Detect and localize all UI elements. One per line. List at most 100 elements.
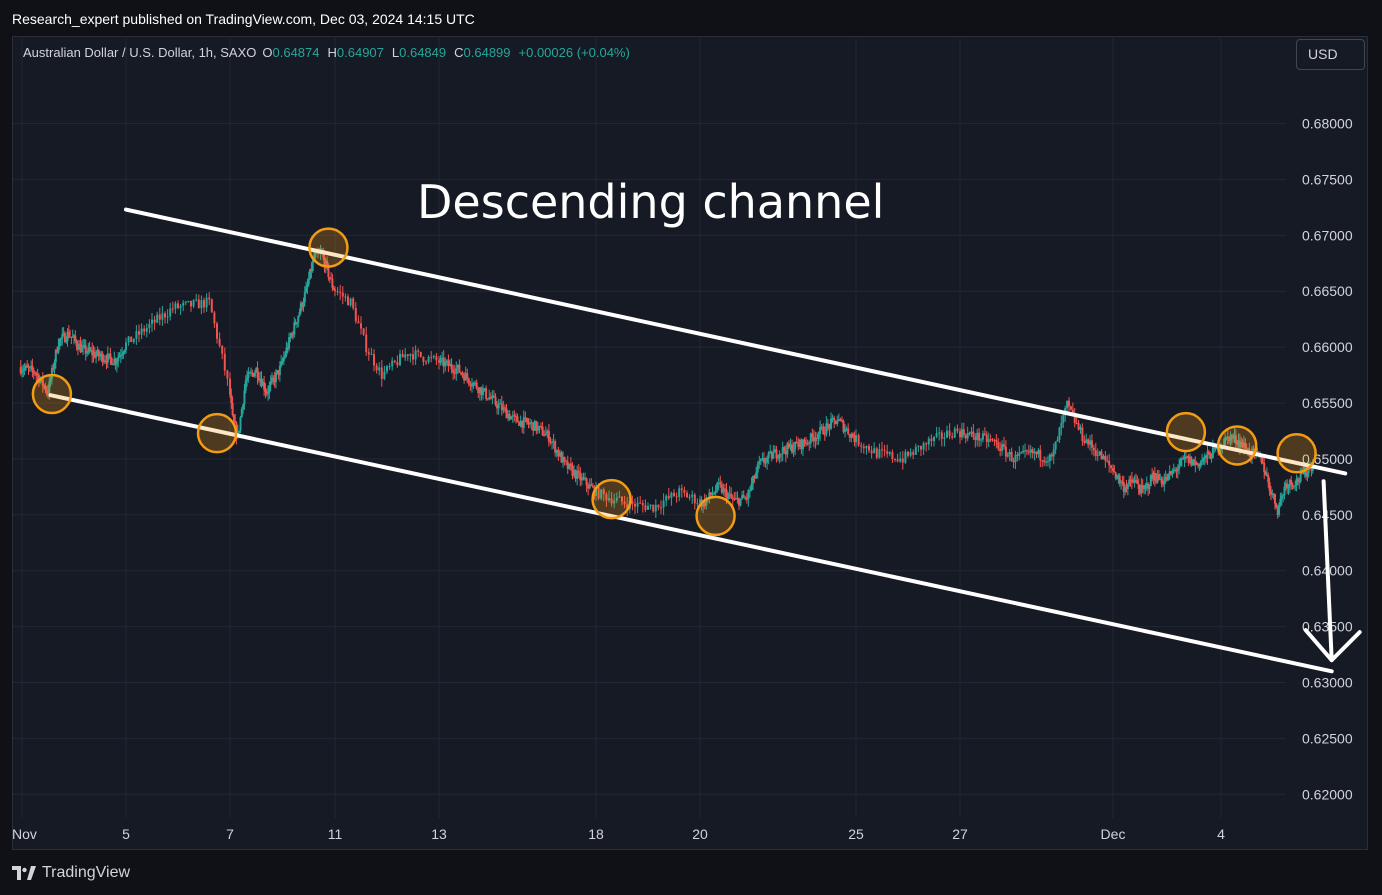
candle-body — [748, 490, 751, 492]
touch-marker — [695, 495, 736, 537]
candle-body — [310, 268, 313, 271]
candle-body — [110, 357, 113, 365]
candle-body — [503, 407, 506, 409]
candle-body — [323, 256, 326, 268]
candle-body — [30, 365, 33, 367]
candle-body — [641, 503, 644, 506]
candle-body — [742, 495, 745, 498]
candle-body — [1096, 455, 1099, 457]
candle-body — [1106, 460, 1109, 462]
candle-body — [644, 505, 647, 510]
candle-body — [378, 367, 381, 371]
candle-body — [259, 378, 262, 381]
touch-marker — [591, 478, 632, 520]
candle-body — [27, 367, 30, 369]
candle-body — [326, 260, 329, 266]
candle-body — [109, 353, 112, 358]
candle-body — [248, 372, 251, 374]
candle-body — [602, 489, 605, 494]
candle-body — [1145, 483, 1148, 486]
candle-body — [1152, 472, 1155, 480]
candle-body — [293, 322, 296, 335]
candle-body — [336, 291, 339, 293]
candle-body — [210, 299, 213, 313]
candle-body — [1110, 465, 1113, 469]
touch-marker — [31, 373, 73, 415]
candle-body — [480, 387, 483, 396]
candle-body — [755, 472, 758, 479]
candle-body — [256, 367, 259, 378]
candle-body — [1268, 482, 1271, 491]
candle-body — [470, 385, 473, 387]
candle-body — [447, 360, 450, 367]
candle-body — [673, 492, 675, 497]
candle-body — [1286, 483, 1289, 489]
candle-body — [753, 476, 756, 479]
open-key: O — [262, 45, 273, 60]
candle-body — [587, 485, 590, 489]
candle-body — [1180, 458, 1183, 460]
candle-body — [1134, 479, 1137, 481]
candle-body — [334, 289, 336, 292]
candle-body — [174, 303, 177, 309]
candle-body — [786, 443, 789, 455]
drawings — [31, 207, 1362, 674]
candle-body — [588, 484, 591, 489]
candle-body — [125, 342, 127, 350]
candle-body — [1306, 472, 1309, 477]
candle-body — [510, 416, 513, 420]
candle-body — [1143, 488, 1146, 490]
candle-body — [1128, 479, 1131, 485]
candle-body — [298, 311, 301, 317]
candle-body — [860, 445, 863, 447]
candle-body — [242, 404, 245, 409]
candle-body — [552, 441, 555, 443]
candle-body — [414, 350, 417, 360]
candle-body — [968, 432, 971, 434]
candle-body — [156, 314, 159, 323]
candle-body — [1274, 493, 1276, 504]
candle-body — [177, 303, 179, 308]
candle-body — [767, 452, 770, 458]
candle-body — [997, 442, 1000, 449]
candle-body — [888, 452, 891, 454]
candle-body — [122, 352, 125, 355]
candle-body — [328, 277, 331, 279]
currency-button[interactable]: USD — [1296, 39, 1365, 70]
candle-body — [851, 433, 854, 438]
candle-body — [32, 370, 35, 373]
candle-body — [508, 414, 511, 420]
candle-body — [569, 463, 572, 467]
candle-body — [276, 370, 279, 373]
candle-body — [1220, 447, 1222, 451]
candle-body — [565, 460, 568, 462]
x-tick-label: 20 — [692, 826, 708, 842]
candle-body — [798, 439, 801, 447]
candle-body — [778, 453, 781, 458]
candle-body — [1120, 482, 1123, 484]
candle-body — [362, 328, 365, 335]
candle-body — [268, 385, 271, 393]
candle-body — [806, 442, 809, 445]
channel-lower-line — [48, 393, 1334, 674]
candle-body — [58, 339, 61, 347]
candle-body — [560, 452, 563, 463]
candle-body — [940, 432, 943, 439]
candle-body — [322, 252, 325, 257]
candle-body — [101, 353, 104, 363]
candle-body — [56, 349, 59, 353]
candle-body — [1294, 485, 1297, 487]
time-axis[interactable]: Nov 5 7 11 13 18 20 25 27 Dec 4 — [12, 826, 1225, 842]
chart-frame[interactable] — [12, 36, 1368, 850]
candle-body — [1144, 485, 1147, 489]
candle-body — [808, 442, 811, 444]
candle-body — [976, 432, 979, 441]
candle-body — [993, 439, 996, 441]
candle-body — [1025, 450, 1028, 452]
candle-body — [195, 299, 198, 301]
candle-body — [352, 298, 355, 308]
candle-body — [274, 372, 277, 383]
candle-body — [251, 372, 254, 374]
candle-body — [246, 377, 249, 381]
